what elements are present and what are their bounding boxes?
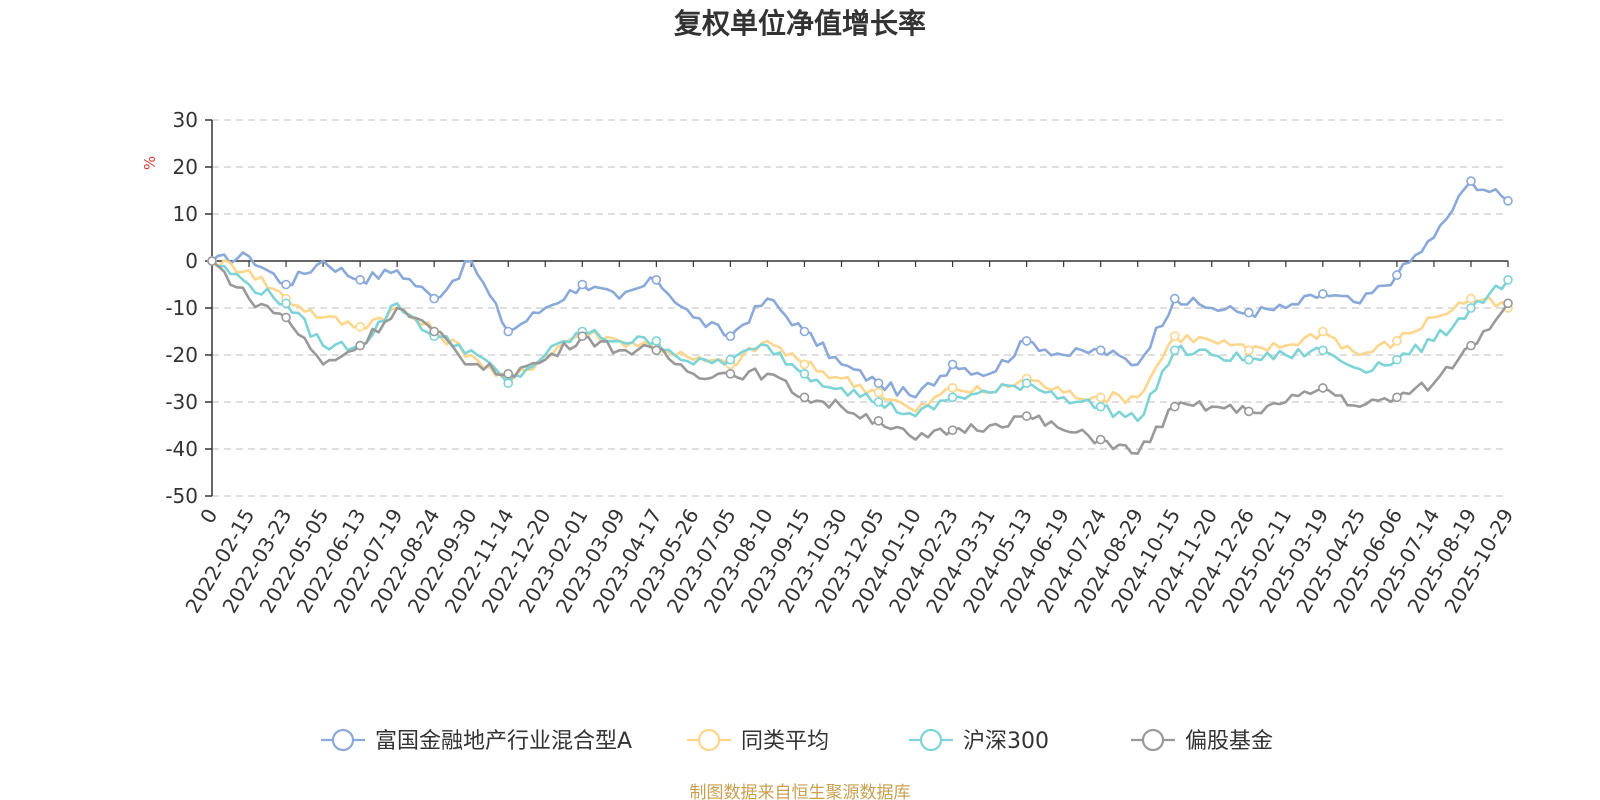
series-line	[211, 260, 1510, 455]
series-point	[281, 298, 291, 309]
series-point	[1169, 293, 1180, 304]
legend-label: 富国金融地产行业混合型A	[375, 729, 632, 754]
series-point	[1392, 354, 1402, 365]
y-tick-label: 0	[185, 249, 198, 273]
legend: 富国金融地产行业混合型A 同类平均 沪深300 偏股基金	[321, 728, 1273, 754]
series-point	[799, 326, 810, 337]
x-tick-labels: 02022-02-152022-03-232022-05-052022-06-1…	[180, 261, 1518, 617]
series-point	[1244, 345, 1254, 356]
y-tick-label: -10	[165, 296, 198, 320]
y-tick-label: -30	[165, 390, 198, 414]
series-point	[1169, 331, 1180, 342]
legend-marker	[1141, 728, 1165, 752]
series-point	[503, 326, 514, 337]
series-point	[1021, 411, 1032, 421]
series-point	[355, 340, 365, 351]
series-point	[1021, 336, 1032, 346]
series-point	[429, 326, 439, 337]
series-point	[577, 331, 588, 342]
series-point	[725, 368, 736, 379]
series-point	[947, 392, 958, 403]
legend-label: 同类平均	[741, 729, 829, 754]
y-tick-labels: 30 20 10 0 -10 -20 -30 -40 -50	[165, 108, 212, 508]
series-point	[1466, 176, 1476, 186]
series-point	[1244, 354, 1254, 365]
series-point	[1318, 289, 1328, 299]
series-point	[651, 345, 662, 356]
series-point	[281, 312, 291, 323]
grid-lines	[212, 119, 1508, 497]
series-point	[725, 331, 736, 342]
y-tick-label: 20	[173, 155, 198, 179]
series-line	[211, 179, 1509, 399]
source-note: 制图数据来自恒生聚源数据库	[690, 783, 911, 800]
series-point	[947, 383, 958, 393]
legend-label: 偏股基金	[1185, 729, 1273, 754]
series-point	[873, 397, 884, 407]
y-tick-label: -40	[165, 437, 198, 461]
series-point	[799, 368, 810, 379]
series-point	[1466, 303, 1476, 313]
chart-title: 复权单位净值增长率	[674, 7, 926, 40]
series-point	[429, 293, 439, 304]
series-point	[725, 354, 736, 365]
series-point	[1095, 434, 1106, 445]
series-point	[1244, 406, 1254, 417]
legend-marker	[697, 728, 721, 752]
series-point	[1095, 401, 1106, 412]
series-point	[577, 279, 588, 290]
legend-label: 沪深300	[963, 729, 1049, 754]
series-point	[947, 359, 958, 370]
legend-marker	[331, 728, 355, 752]
series-lines	[207, 176, 1513, 455]
series-point	[355, 274, 365, 285]
series-point	[799, 392, 810, 403]
x-tick-label: 0	[195, 505, 222, 528]
series-point	[1169, 345, 1180, 356]
series-point	[1392, 392, 1402, 403]
series-point	[1169, 401, 1180, 412]
y-tick-label: -20	[165, 343, 198, 367]
series-point	[947, 425, 958, 436]
series-point	[651, 274, 662, 285]
series-point	[503, 368, 514, 379]
y-tick-label: 10	[173, 202, 198, 226]
series-point	[1095, 392, 1106, 403]
series-point	[1318, 345, 1328, 356]
series-point	[1095, 345, 1106, 356]
series-point	[503, 378, 514, 389]
series-point	[281, 279, 291, 290]
series-line	[211, 260, 1510, 423]
series-point	[207, 256, 217, 266]
series-line	[211, 259, 1509, 413]
series-point	[1318, 383, 1328, 393]
series-point	[799, 359, 810, 370]
series-point	[873, 378, 884, 389]
series-point	[355, 321, 365, 332]
series-point	[1503, 298, 1513, 309]
series-point	[651, 336, 662, 346]
series-point	[873, 415, 884, 426]
series-point	[1021, 378, 1032, 389]
series-point	[1392, 336, 1402, 346]
series-point	[873, 387, 884, 398]
y-tick-label: 30	[173, 108, 198, 132]
y-axis-label: %	[141, 156, 159, 170]
series-point	[1244, 307, 1254, 318]
series-point	[1318, 326, 1328, 337]
series-point	[1392, 270, 1402, 280]
series-point	[1503, 196, 1513, 206]
legend-marker	[919, 728, 943, 752]
y-tick-label: -50	[165, 484, 198, 508]
series-point	[1466, 293, 1476, 304]
series-point	[1466, 340, 1476, 351]
series-point	[1503, 274, 1513, 285]
